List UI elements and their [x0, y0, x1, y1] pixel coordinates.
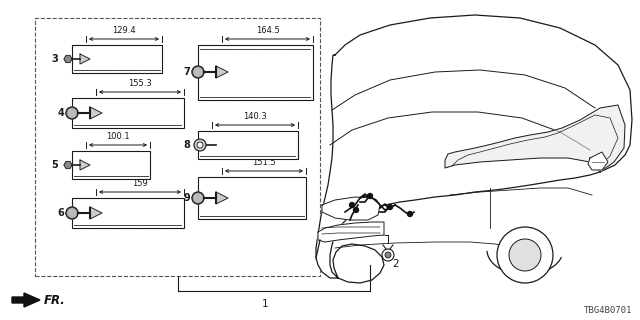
Polygon shape [318, 222, 384, 242]
Polygon shape [80, 160, 90, 170]
Polygon shape [588, 152, 608, 170]
Circle shape [194, 194, 202, 202]
Circle shape [192, 192, 204, 204]
Text: 129.4: 129.4 [112, 26, 136, 35]
Circle shape [66, 107, 78, 119]
Text: 3: 3 [51, 54, 58, 64]
Bar [35, 18, 320, 276]
Circle shape [68, 209, 76, 217]
Polygon shape [316, 15, 632, 283]
Polygon shape [12, 293, 40, 307]
Text: FR.: FR. [44, 294, 66, 308]
Circle shape [353, 207, 358, 212]
Circle shape [197, 142, 203, 148]
Bar [198, 131, 298, 159]
Circle shape [509, 239, 541, 271]
Bar [72, 98, 184, 128]
Text: 6: 6 [57, 208, 64, 218]
Text: 5: 5 [51, 160, 58, 170]
Polygon shape [445, 105, 625, 172]
Text: 1: 1 [262, 299, 268, 309]
Circle shape [497, 227, 553, 283]
Text: 100.1: 100.1 [106, 132, 130, 141]
Text: 8: 8 [183, 140, 190, 150]
Bar [72, 151, 150, 179]
Circle shape [387, 204, 392, 210]
Text: 7: 7 [183, 67, 190, 77]
Circle shape [192, 66, 204, 78]
Text: 151.5: 151.5 [252, 158, 276, 167]
Polygon shape [322, 197, 380, 220]
Bar [198, 45, 313, 100]
Polygon shape [64, 56, 72, 62]
Circle shape [382, 249, 394, 261]
Circle shape [66, 207, 78, 219]
Circle shape [194, 139, 206, 151]
Text: 159: 159 [132, 179, 148, 188]
Circle shape [349, 203, 355, 207]
Circle shape [408, 212, 413, 217]
Text: TBG4B0701: TBG4B0701 [584, 306, 632, 315]
Polygon shape [216, 66, 228, 78]
Circle shape [68, 109, 76, 117]
Bar [198, 177, 306, 219]
Text: 164.5: 164.5 [255, 26, 280, 35]
Polygon shape [80, 54, 90, 64]
Text: 4: 4 [57, 108, 64, 118]
Circle shape [367, 194, 372, 198]
Text: 9: 9 [183, 193, 190, 203]
Polygon shape [90, 107, 102, 119]
Circle shape [194, 68, 202, 76]
Text: 2: 2 [392, 259, 399, 269]
Polygon shape [216, 192, 228, 204]
Bar [72, 45, 162, 73]
Text: 155.3: 155.3 [128, 79, 152, 88]
Polygon shape [64, 162, 72, 168]
Polygon shape [90, 207, 102, 219]
Bar [72, 198, 184, 228]
Text: 140.3: 140.3 [243, 112, 267, 121]
Circle shape [385, 252, 391, 258]
